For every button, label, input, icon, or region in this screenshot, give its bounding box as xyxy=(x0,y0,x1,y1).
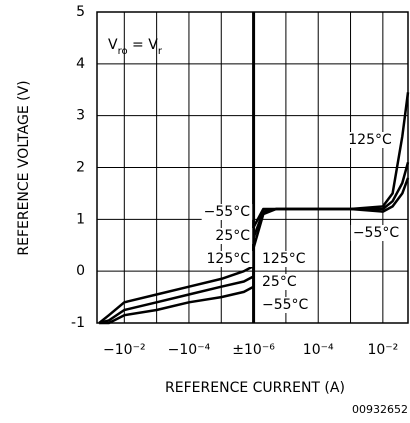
plot-frame xyxy=(96,11,409,324)
y-tick-label: 5 xyxy=(76,4,85,20)
label-background xyxy=(204,251,253,267)
x-tick-label: 10⁻² xyxy=(367,342,398,358)
footnote: 00932652 xyxy=(352,403,408,416)
label-background xyxy=(260,297,311,313)
line xyxy=(99,177,410,325)
equation-part: r xyxy=(158,46,163,57)
x-tick-label: −10⁻⁴ xyxy=(168,342,211,358)
y-tick-label: 0 xyxy=(76,263,85,279)
equation: Vro = Vr xyxy=(108,37,163,57)
equation-part: ro xyxy=(118,46,128,57)
equation-part: = V xyxy=(128,37,159,53)
x-tick-label: ±10⁻⁶ xyxy=(232,342,275,358)
equation-part: V xyxy=(108,37,118,53)
curve-label: −55°C xyxy=(204,204,251,220)
curve-label: 125°C xyxy=(262,251,306,267)
y-axis-label: REFERENCE VOLTAGE (V) xyxy=(16,80,32,255)
label-background xyxy=(260,251,308,267)
curve-label: 125°C xyxy=(207,251,251,267)
x-tick-label: 10⁻⁴ xyxy=(303,342,334,358)
curve-label: 25°C xyxy=(262,274,297,290)
y-tick-label: 3 xyxy=(76,108,85,124)
label-background xyxy=(350,225,402,241)
y-tick-label: 2 xyxy=(76,160,85,176)
y-tick-label: -1 xyxy=(71,315,85,331)
curve-label: 125°C xyxy=(348,132,392,148)
y-tick-label: 1 xyxy=(76,211,85,227)
curve-label: 25°C xyxy=(215,228,250,244)
curve-label: −55°C xyxy=(353,225,400,241)
x-axis-label: REFERENCE CURRENT (A) xyxy=(165,380,345,396)
label-background xyxy=(260,274,299,290)
y-tick-label: 4 xyxy=(76,56,85,72)
curve-label: −55°C xyxy=(262,297,309,313)
x-tick-label: −10⁻² xyxy=(103,342,146,358)
label-background xyxy=(201,204,253,220)
label-background xyxy=(346,132,394,148)
label-background xyxy=(213,228,253,244)
